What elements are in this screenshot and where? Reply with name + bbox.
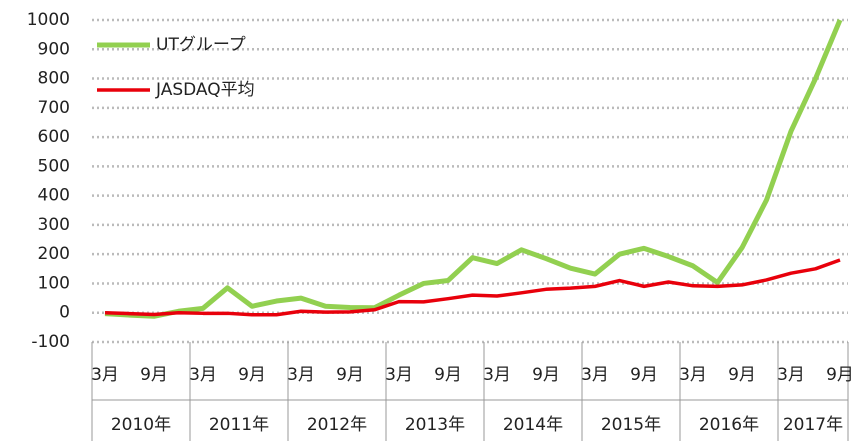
- x-tick-label: 3月: [777, 365, 805, 385]
- x-tick-label: 3月: [679, 365, 707, 385]
- y-tick-label: 500: [38, 156, 70, 176]
- year-label: 2013年: [405, 415, 465, 435]
- x-tick-label: 3月: [287, 365, 315, 385]
- x-tick-label: 9月: [826, 365, 852, 385]
- y-tick-label: 700: [38, 98, 70, 118]
- year-label: 2016年: [699, 415, 759, 435]
- year-label: 2017年: [783, 415, 843, 435]
- y-tick-label: 300: [38, 215, 70, 235]
- x-tick-label: 9月: [238, 365, 266, 385]
- x-tick-label: 3月: [581, 365, 609, 385]
- x-tick-label: 9月: [630, 365, 658, 385]
- year-label: 2010年: [111, 415, 171, 435]
- x-tick-label: 3月: [385, 365, 413, 385]
- y-tick-label: 400: [38, 186, 70, 206]
- x-tick-label: 9月: [728, 365, 756, 385]
- year-label: 2014年: [503, 415, 563, 435]
- y-tick-label: 100: [38, 273, 70, 293]
- y-tick-label: 900: [38, 39, 70, 59]
- legend-label: UTグループ: [156, 35, 246, 55]
- x-tick-label: 3月: [483, 365, 511, 385]
- year-label: 2015年: [601, 415, 661, 435]
- series-line: [104, 19, 843, 319]
- y-tick-label: 800: [38, 69, 70, 89]
- x-tick-label: 9月: [434, 365, 462, 385]
- y-tick-label: 600: [38, 127, 70, 147]
- legend-label: JASDAQ平均: [155, 80, 255, 100]
- x-tick-label: 3月: [91, 365, 119, 385]
- x-tick-label: 9月: [140, 365, 168, 385]
- y-tick-label: 1000: [27, 10, 70, 30]
- series-line: [104, 258, 841, 317]
- year-label: 2011年: [209, 415, 269, 435]
- y-tick-label: 200: [38, 244, 70, 264]
- x-tick-label: 3月: [189, 365, 217, 385]
- year-label: 2012年: [307, 415, 367, 435]
- x-tick-label: 9月: [336, 365, 364, 385]
- y-tick-label: 0: [59, 303, 70, 323]
- y-tick-label: -100: [31, 332, 70, 352]
- x-tick-label: 9月: [532, 365, 560, 385]
